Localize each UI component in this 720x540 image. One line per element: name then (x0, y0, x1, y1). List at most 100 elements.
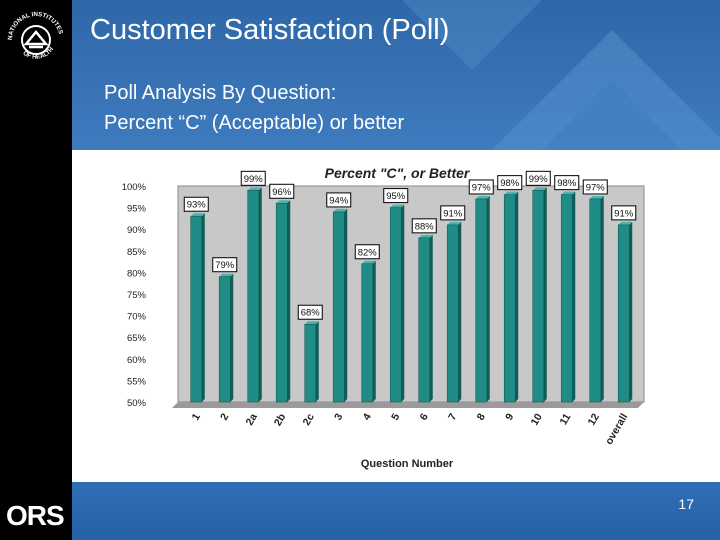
bar-2a (247, 187, 262, 403)
bar-front (503, 194, 516, 403)
data-label-box (525, 170, 551, 186)
bar-top (247, 187, 262, 191)
y-tick-label: 100% (122, 182, 147, 193)
bar-9 (503, 191, 519, 403)
x-tick-label: 10 (529, 411, 545, 427)
data-label-box (497, 175, 523, 191)
bar-top (447, 221, 462, 225)
bar-side (629, 221, 633, 402)
data-label-2b: 96% (269, 183, 295, 199)
data-label-text: 82% (358, 247, 378, 258)
x-axis-label: Question Number (361, 458, 454, 470)
bar-top (219, 273, 234, 277)
data-label-box (269, 183, 295, 199)
slide-subtitle: Poll Analysis By Question: Percent “C” (… (104, 78, 404, 138)
bar-front (332, 211, 345, 403)
data-label-text: 97% (472, 182, 492, 193)
data-label-2a: 99% (240, 170, 266, 186)
bar-chart: Percent "C", or Better Question Number 9… (122, 165, 645, 470)
bar-2 (218, 273, 234, 403)
bar-front (190, 215, 203, 403)
bar-side (429, 234, 433, 402)
data-label-text: 68% (301, 308, 321, 319)
y-tick-label: 55% (127, 376, 147, 387)
bar-front (560, 194, 573, 403)
data-label-8: 97% (468, 179, 494, 195)
bar-front (275, 202, 288, 403)
data-label-5: 95% (383, 188, 409, 204)
x-tick-label: 12 (586, 411, 602, 427)
slide-main: Customer Satisfaction (Poll) Poll Analys… (72, 0, 720, 540)
bar-top (532, 187, 547, 191)
data-label-7: 91% (440, 205, 466, 221)
data-label-3: 94% (326, 192, 352, 208)
y-tick-label: 90% (127, 225, 147, 236)
y-tick-label: 95% (127, 204, 147, 215)
x-tick-label: 6 (418, 411, 431, 422)
bar-3 (332, 208, 348, 403)
bar-top (561, 191, 576, 195)
background-decoration (402, 0, 720, 150)
x-tick-label: 5 (389, 411, 402, 422)
x-tick-label: 1 (190, 411, 203, 422)
bar-front (617, 224, 630, 403)
data-label-text: 96% (272, 187, 292, 198)
bar-side (458, 221, 462, 402)
data-label-6: 88% (411, 218, 437, 234)
bar-side (572, 191, 576, 402)
x-tick-label: 2c (301, 411, 317, 427)
data-label-text: 99% (244, 174, 264, 185)
bar-front (418, 237, 431, 403)
data-label-overall: 91% (611, 205, 637, 221)
y-tick-label: 85% (127, 247, 147, 258)
bar-front (218, 276, 231, 403)
subtitle-line-1: Poll Analysis By Question: (104, 82, 337, 104)
bar-side (372, 260, 376, 402)
data-label-text: 98% (500, 178, 520, 189)
bar-overall (617, 221, 633, 403)
y-tick-label: 75% (127, 290, 147, 301)
data-label-text: 98% (557, 178, 577, 189)
bar-front (589, 198, 602, 403)
data-label-2: 79% (212, 257, 238, 273)
data-label-12: 97% (582, 179, 608, 195)
data-label-box (326, 192, 352, 208)
bar-side (515, 191, 519, 402)
data-label-box (183, 196, 209, 212)
ors-logo-text: ORS (6, 500, 65, 531)
data-label-text: 91% (443, 208, 463, 219)
x-tick-label: overall (603, 411, 630, 446)
x-tick-label: 11 (557, 411, 573, 427)
x-tick-label: 9 (503, 411, 516, 422)
data-label-box (354, 244, 380, 260)
y-tick-label: 70% (127, 312, 147, 323)
y-tick-label: 65% (127, 333, 147, 344)
data-label-box (411, 218, 437, 234)
bar-top (475, 195, 490, 199)
data-label-box (554, 175, 580, 191)
data-label-box (297, 304, 323, 320)
bar-side (344, 208, 348, 402)
data-label-4: 82% (354, 244, 380, 260)
data-label-9: 98% (497, 175, 523, 191)
data-label-box (440, 205, 466, 221)
y-tick-label: 60% (127, 355, 147, 366)
data-label-text: 79% (215, 260, 235, 271)
bar-5 (389, 204, 405, 403)
data-label-text: 94% (329, 195, 349, 206)
x-tick-label: 2a (244, 411, 260, 427)
bar-front (247, 190, 260, 403)
bar-top (390, 204, 405, 208)
data-label-2c: 68% (297, 304, 323, 320)
data-label-text: 97% (586, 182, 606, 193)
bar-front (475, 198, 488, 403)
bar-front (532, 190, 545, 403)
x-tick-label: 2b (272, 412, 289, 429)
data-label-box (383, 188, 409, 204)
data-label-box (240, 170, 266, 186)
data-label-text: 99% (529, 174, 549, 185)
bar-10 (532, 187, 547, 403)
bar-side (486, 195, 490, 402)
bar-front (446, 224, 459, 403)
bar-top (504, 191, 519, 195)
